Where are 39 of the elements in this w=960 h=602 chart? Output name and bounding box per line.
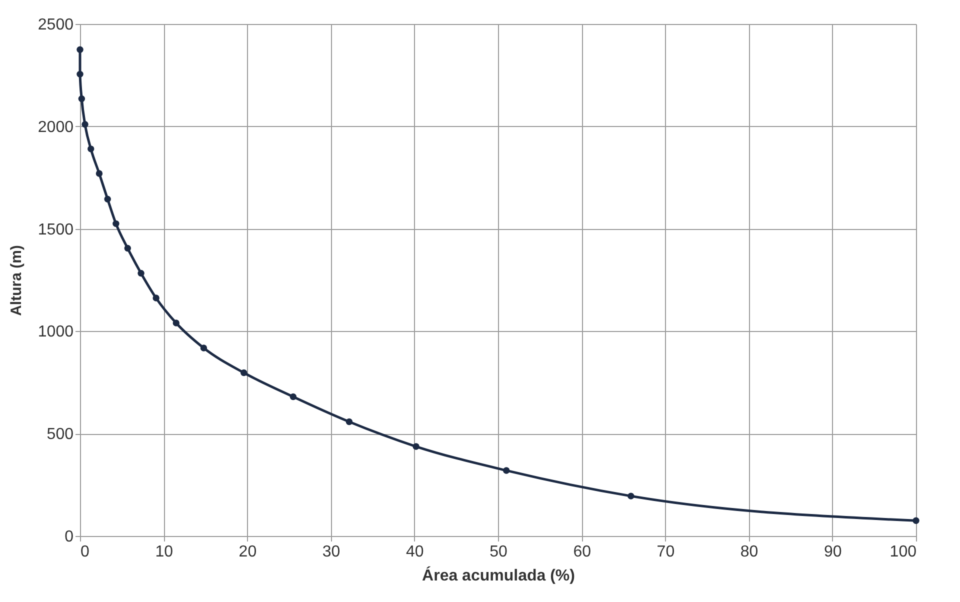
point	[912, 517, 920, 524]
x-tick-label: 100	[890, 544, 917, 560]
point	[172, 320, 180, 326]
point	[503, 467, 510, 474]
point	[96, 170, 103, 177]
x-tick-label: 10	[155, 544, 174, 560]
y-tick-label: 1500	[38, 221, 74, 238]
x-tick-label: 60	[573, 544, 592, 560]
point	[200, 344, 208, 352]
x-tick-label: 40	[406, 544, 424, 560]
x-tick-label: 70	[656, 544, 675, 560]
x-axis-title: Área acumulada (%)	[422, 566, 575, 584]
x-tick-label: 30	[322, 544, 340, 560]
point	[346, 418, 353, 426]
y-tick-label: 2500	[38, 16, 74, 34]
y-tick-label: 500	[46, 426, 74, 444]
point	[76, 46, 84, 53]
x-tick-label: 50	[490, 544, 508, 560]
point	[152, 294, 160, 302]
y-tick-label: 0	[64, 528, 74, 546]
point	[104, 196, 111, 202]
point	[628, 492, 634, 500]
x-tick-label: 80	[740, 544, 758, 560]
y-tick-label: 2000	[38, 118, 74, 136]
point	[240, 369, 248, 376]
point	[78, 95, 86, 102]
point	[88, 146, 94, 152]
point	[76, 70, 84, 78]
y-tick-label: 1000	[38, 324, 74, 341]
point	[112, 220, 120, 228]
point	[124, 244, 132, 252]
y-axis-title: Altura (m)	[8, 245, 25, 316]
x-tick-label: 20	[238, 544, 257, 560]
x-tick-label: 90	[824, 544, 842, 560]
x-tick-label: 0	[80, 544, 90, 560]
point	[290, 393, 297, 400]
point	[138, 270, 144, 277]
point	[412, 443, 420, 450]
point	[82, 121, 88, 128]
